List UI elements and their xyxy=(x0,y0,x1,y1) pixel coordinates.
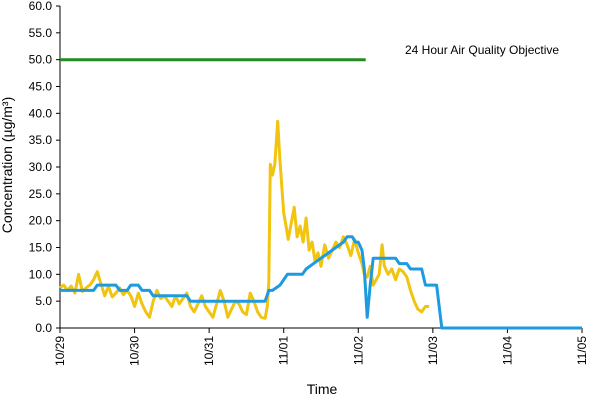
x-tick-label: 10/31 xyxy=(202,336,216,366)
x-tick-label: 11/02 xyxy=(351,336,365,365)
x-tick-label: 11/01 xyxy=(277,336,291,365)
y-tick-label: 50.0 xyxy=(29,53,53,67)
y-tick-label: 5.0 xyxy=(35,294,52,308)
series-line-blue xyxy=(60,235,582,330)
objective-annotation: 24 Hour Air Quality Objective xyxy=(405,43,559,57)
x-axis-title: Time xyxy=(307,381,338,397)
y-tick-label: 35.0 xyxy=(29,133,53,147)
y-tick-label: 40.0 xyxy=(29,106,53,120)
y-tick-label: 60.0 xyxy=(29,0,53,13)
x-tick-label: 10/29 xyxy=(53,336,67,366)
series-group xyxy=(59,58,582,330)
x-tick-label: 11/03 xyxy=(426,336,440,365)
x-tick-label: 10/30 xyxy=(128,336,142,366)
y-axis-ticks: 0.0 5.0 10.0 15.0 20.0 25.0 30.0 35.0 40.0 45.0 50… xyxy=(29,0,60,335)
y-tick-label: 45.0 xyxy=(29,80,53,94)
y-tick-label: 10.0 xyxy=(29,267,53,281)
x-tick-label: 11/04 xyxy=(500,336,514,365)
y-tick-label: 55.0 xyxy=(29,26,53,40)
y-tick-label: 15.0 xyxy=(29,241,53,255)
y-axis-title: Concentration (µg/m³) xyxy=(0,97,15,233)
y-tick-label: 20.0 xyxy=(29,214,53,228)
x-axis-ticks: 10/29 10/30 10/31 11/01 11/02 11/03 11/04 11/05 xyxy=(53,328,589,366)
series-line-yellow xyxy=(59,119,430,320)
y-tick-label: 0.0 xyxy=(35,321,52,335)
y-tick-label: 25.0 xyxy=(29,187,53,201)
y-tick-label: 30.0 xyxy=(29,160,53,174)
x-tick-label: 11/05 xyxy=(575,336,589,365)
